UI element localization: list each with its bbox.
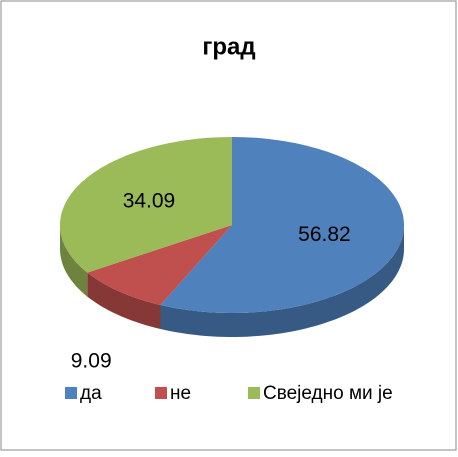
slice <box>160 137 404 313</box>
slice <box>87 225 232 305</box>
data-label: 9.09 <box>71 350 112 373</box>
data-label: 56.82 <box>298 223 351 246</box>
slice-side <box>60 225 88 297</box>
legend-label: Свеједно ми је <box>263 383 393 404</box>
chart-title: град <box>202 33 255 60</box>
slice-side <box>160 225 404 337</box>
legend-label: да <box>80 383 102 404</box>
legend-swatch <box>65 387 77 399</box>
legend-label: не <box>170 383 191 404</box>
legend-swatch <box>155 387 167 399</box>
data-label: 34.09 <box>123 189 176 212</box>
slice-side <box>87 272 161 329</box>
slice <box>60 137 232 273</box>
legend-swatch <box>248 387 260 399</box>
